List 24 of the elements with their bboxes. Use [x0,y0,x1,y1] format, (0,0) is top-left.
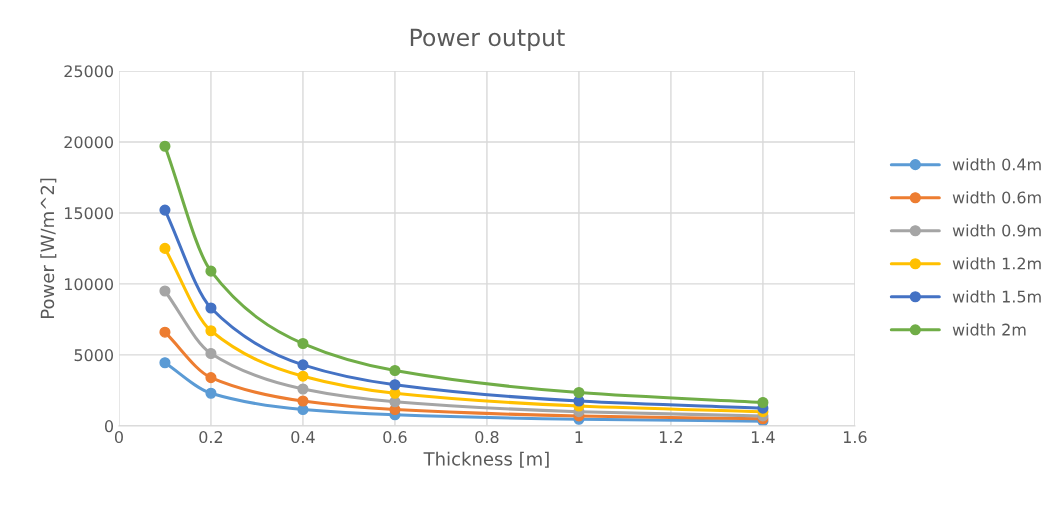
legend-label: width 1.5m [952,290,1041,303]
y-tick-label: 20000 [64,136,114,149]
legend-label: width 2m [952,323,1026,336]
x-tick-label: 1.2 [659,431,683,443]
x-tick-label: 1 [575,431,583,443]
y-tick-label: 10000 [65,278,114,291]
x-tick-label: 0.8 [475,431,499,444]
x-tick-label: 1.4 [751,431,775,443]
x-tick-label: 0.6 [383,431,407,444]
y-tick-label: 15000 [65,207,114,220]
x-tick-label: 1.6 [843,431,867,444]
y-axis-title: Power [W/m^2] [40,178,57,318]
legend-label: width 0.9m [952,224,1041,237]
legend-label: width 0.6m [952,191,1041,204]
chart-title: Power output [410,28,565,51]
x-tick-label: 0 [114,431,123,444]
x-tick-label: 0.2 [199,431,223,444]
legend-label: width 0.4m [952,158,1041,171]
x-axis-title: Thickness [m] [423,451,549,468]
x-tick-label: 0.4 [291,431,315,444]
y-tick-label: 25000 [64,65,114,78]
legend-label: width 1.2m [952,257,1041,270]
y-tick-label: 0 [104,420,114,433]
y-tick-label: 5000 [74,349,114,362]
